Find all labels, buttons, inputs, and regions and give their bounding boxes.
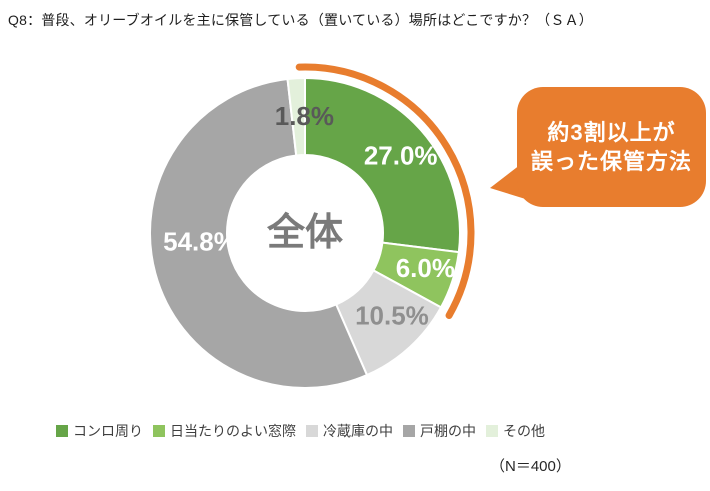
- legend-item-4: その他: [486, 421, 545, 441]
- legend-item-label: コンロ周り: [73, 423, 143, 439]
- legend-swatch-icon: [486, 425, 498, 437]
- legend-swatch-icon: [153, 425, 165, 437]
- legend: コンロ周り 日当たりのよい窓際 冷蔵庫の中 戸棚の中 その他: [56, 421, 555, 441]
- legend-item-2: 冷蔵庫の中: [306, 421, 393, 441]
- callout-line-2: 誤った保管方法: [530, 149, 692, 174]
- legend-item-0: コンロ周り: [56, 421, 143, 441]
- donut-center-label: 全体: [266, 211, 343, 254]
- callout-line-1: 約3割以上が: [547, 120, 676, 145]
- legend-item-label: その他: [503, 423, 545, 439]
- donut-slice-labels: 27.0% 6.0% 10.5% 54.8% 1.8%: [163, 101, 455, 330]
- highlight-arc: [295, 63, 475, 319]
- donut-slice-3: [148, 77, 368, 389]
- donut-slice-4: [286, 77, 306, 157]
- donut-slices: [148, 77, 461, 389]
- legend-item-label: 日当たりのよい窓際: [170, 423, 296, 439]
- legend-item-3: 戸棚の中: [403, 421, 476, 441]
- slice-label-4: 1.8%: [275, 101, 334, 131]
- slice-label-1: 6.0%: [396, 253, 455, 283]
- legend-item-1: 日当たりのよい窓際: [153, 421, 296, 441]
- donut-slice-0: [304, 77, 461, 254]
- legend-swatch-icon: [306, 425, 318, 437]
- callout-bubble: 約3割以上が 誤った保管方法: [517, 87, 706, 207]
- legend-swatch-icon: [56, 425, 68, 437]
- slice-label-2: 10.5%: [355, 300, 429, 330]
- sample-size-label: （N＝400）: [490, 458, 571, 475]
- legend-item-label: 冷蔵庫の中: [323, 423, 393, 439]
- legend-swatch-icon: [403, 425, 415, 437]
- slice-label-0: 27.0%: [364, 141, 438, 171]
- legend-item-label: 戸棚の中: [420, 423, 476, 439]
- slice-label-3: 54.8%: [163, 226, 237, 256]
- page-title: Q8：普段、オリーブオイルを主に保管している（置いている）場所はどこですか？（Ｓ…: [8, 12, 593, 28]
